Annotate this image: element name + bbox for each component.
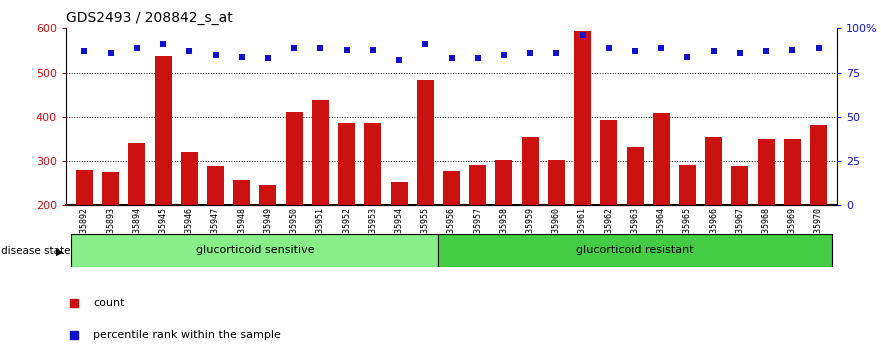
Point [78, 48, 92, 54]
Text: ▶: ▶ [56, 246, 63, 256]
Bar [626, 147, 644, 294]
Bar [548, 160, 565, 294]
Bar [495, 160, 513, 294]
Bar [71, 234, 439, 267]
Bar [439, 234, 832, 267]
Bar [574, 30, 591, 294]
Bar [417, 80, 433, 294]
Bar [653, 113, 670, 294]
Bar [443, 171, 460, 294]
Point [287, 45, 301, 51]
Point [156, 41, 170, 47]
Point [130, 45, 144, 51]
Point [680, 54, 694, 59]
Point [234, 54, 248, 59]
Point [707, 48, 721, 54]
Bar [102, 172, 119, 294]
Point [602, 45, 616, 51]
Point [497, 52, 511, 58]
Point [550, 50, 564, 56]
Point [628, 48, 642, 54]
Bar [338, 124, 355, 294]
Bar [522, 137, 538, 294]
Point [785, 47, 799, 52]
Point [759, 48, 774, 54]
Bar [312, 100, 329, 294]
Bar [129, 143, 145, 294]
Bar [285, 113, 303, 294]
Point [314, 45, 328, 51]
Text: count: count [93, 298, 124, 308]
Point [523, 50, 537, 56]
Point [733, 50, 747, 56]
Point [470, 56, 485, 61]
Bar [705, 137, 722, 294]
Point [366, 47, 380, 52]
Bar [154, 56, 172, 294]
Bar [470, 166, 486, 294]
Point [392, 57, 406, 63]
Bar [233, 179, 250, 294]
Bar [365, 124, 381, 294]
Bar [600, 120, 618, 294]
Bar [679, 165, 696, 294]
Bar [76, 170, 93, 294]
Text: glucorticoid sensitive: glucorticoid sensitive [196, 245, 315, 256]
Bar [207, 166, 224, 294]
Text: percentile rank within the sample: percentile rank within the sample [93, 330, 281, 339]
Point [811, 45, 825, 51]
Bar [390, 182, 408, 294]
Bar [181, 152, 198, 294]
Point [418, 41, 433, 47]
Text: glucorticoid resistant: glucorticoid resistant [576, 245, 694, 256]
Point [655, 45, 669, 51]
Point [575, 33, 589, 38]
Text: disease state: disease state [1, 246, 70, 256]
Point [104, 50, 118, 56]
Point [209, 52, 223, 58]
Bar [731, 166, 749, 294]
Point [444, 56, 458, 61]
Point [339, 47, 353, 52]
Point [261, 56, 275, 61]
Text: GDS2493 / 208842_s_at: GDS2493 / 208842_s_at [66, 11, 233, 25]
Bar [784, 139, 801, 294]
Bar [810, 125, 827, 294]
Bar [259, 185, 277, 294]
Point [182, 48, 196, 54]
Bar [758, 139, 774, 294]
